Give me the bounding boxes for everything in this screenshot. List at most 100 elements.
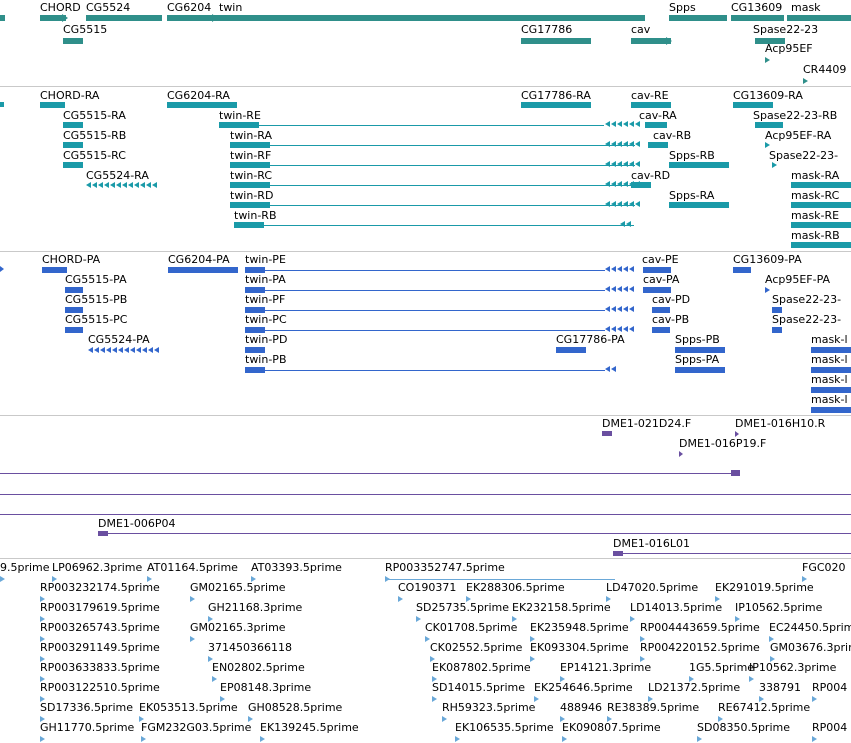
feature-bar[interactable] (643, 267, 671, 273)
feature-bar[interactable] (86, 15, 162, 21)
feature-label[interactable]: CHORD-RA (40, 89, 100, 102)
feature-label[interactable]: CK01708.5prime (425, 621, 518, 634)
feature-bar[interactable] (521, 38, 591, 44)
feature-bar[interactable] (245, 307, 265, 313)
feature-label[interactable]: Spps-PA (675, 353, 720, 366)
feature-bar[interactable] (669, 202, 729, 208)
feature-label[interactable]: CG13609 (731, 1, 783, 14)
feature-label[interactable]: mask-l (811, 333, 848, 346)
feature-label[interactable]: RP003291149.5prime (40, 641, 160, 654)
feature-label[interactable]: GM03676.3prime (770, 641, 851, 654)
feature-label[interactable]: Spps-RA (669, 189, 715, 202)
feature-label[interactable]: CG5515-PA (65, 273, 127, 286)
feature-label[interactable]: cav-PD (652, 293, 691, 306)
feature-label[interactable]: 1G5.5prime (689, 661, 755, 674)
feature-label[interactable]: RP003352747.5prime (385, 561, 505, 574)
feature-label[interactable]: RP004220152.5prime (640, 641, 760, 654)
feature-bar[interactable] (652, 307, 670, 313)
feature-bar[interactable] (245, 347, 265, 353)
feature-label[interactable]: CG5515-PB (65, 293, 128, 306)
feature-bar[interactable] (245, 367, 265, 373)
feature-label[interactable]: EP14121.3prime (560, 661, 652, 674)
feature-label[interactable]: mask-RB (791, 229, 840, 242)
feature-bar[interactable] (811, 407, 851, 413)
feature-label[interactable]: Acp95EF (765, 42, 813, 55)
feature-label[interactable]: GH21168.3prime (208, 601, 303, 614)
feature-bar[interactable] (791, 182, 851, 188)
feature-label[interactable]: EK254646.5prime (534, 681, 633, 694)
feature-label[interactable]: twin-RD (230, 189, 274, 202)
feature-label[interactable]: EC24450.5prime (769, 621, 851, 634)
feature-bar[interactable] (675, 347, 725, 353)
feature-bar[interactable] (245, 287, 265, 293)
feature-label[interactable]: RP003232174.5prime (40, 581, 160, 594)
feature-bar[interactable] (652, 327, 670, 333)
feature-label[interactable]: EK232158.5prime (512, 601, 611, 614)
feature-label[interactable]: cav-RE (631, 89, 669, 102)
feature-label[interactable]: FGC020 (802, 561, 846, 574)
feature-bar[interactable] (613, 551, 623, 556)
feature-label[interactable]: LP06962.3prime (52, 561, 143, 574)
feature-label[interactable]: mask-RE (791, 209, 840, 222)
feature-label[interactable]: CG6204-RA (167, 89, 230, 102)
feature-bar[interactable] (631, 102, 671, 108)
feature-label[interactable]: CG5524 (86, 1, 131, 14)
feature-label[interactable]: DME1-016H10.R (735, 417, 826, 430)
feature-bar[interactable] (811, 367, 851, 373)
feature-label[interactable]: 338791 (759, 681, 801, 694)
feature-label[interactable]: IP10562.5prime (735, 601, 823, 614)
feature-label[interactable]: EK093304.5prime (530, 641, 629, 654)
feature-label[interactable]: RP003179619.5prime (40, 601, 160, 614)
feature-bar[interactable] (669, 15, 727, 21)
feature-label[interactable]: 371450366118 (208, 641, 292, 654)
feature-label[interactable]: RE38389.5prime (607, 701, 700, 714)
feature-label[interactable]: GM02165.5prime (190, 581, 286, 594)
feature-label[interactable]: cav-RD (631, 169, 671, 182)
feature-label[interactable]: Spps (669, 1, 696, 14)
feature-label[interactable]: CHORD (40, 1, 81, 14)
feature-bar[interactable] (63, 38, 83, 44)
feature-label[interactable]: EP08148.3prime (220, 681, 312, 694)
feature-bar[interactable] (811, 387, 851, 393)
feature-label[interactable]: Spase22-23-RB (753, 109, 838, 122)
feature-label[interactable]: CK02552.5prime (430, 641, 523, 654)
feature-label[interactable]: CG6204 (167, 1, 212, 14)
feature-label[interactable]: Spps-PB (675, 333, 720, 346)
feature-bar[interactable] (648, 142, 668, 148)
feature-label[interactable]: mask (791, 1, 821, 14)
feature-bar[interactable] (521, 102, 591, 108)
feature-label[interactable]: Spase22-23 (753, 23, 819, 36)
feature-bar[interactable] (733, 102, 773, 108)
feature-bar[interactable] (631, 38, 671, 44)
feature-label[interactable]: LD21372.5prime (648, 681, 741, 694)
feature-label[interactable]: SD17336.5prime (40, 701, 133, 714)
feature-bar[interactable] (631, 182, 651, 188)
feature-label[interactable]: CG5515-RC (63, 149, 126, 162)
feature-label[interactable]: Spase22-23- (772, 293, 842, 306)
feature-label[interactable]: 9.5prime (0, 561, 50, 574)
feature-bar[interactable] (168, 267, 238, 273)
feature-label[interactable]: CG17786 (521, 23, 573, 36)
feature-label[interactable]: DME1-006P04 (98, 517, 176, 530)
feature-label[interactable]: mask-l (811, 393, 848, 406)
feature-label[interactable]: EK087802.5prime (432, 661, 531, 674)
feature-label[interactable]: AT01164.5prime (147, 561, 238, 574)
feature-bar[interactable] (772, 307, 782, 313)
feature-label[interactable]: Spase22-23- (772, 313, 842, 326)
feature-label[interactable]: CG5515-RB (63, 129, 127, 142)
feature-label[interactable]: SD08350.5prime (697, 721, 790, 734)
feature-label[interactable]: CG13609-RA (733, 89, 803, 102)
feature-bar[interactable] (0, 102, 4, 107)
feature-label[interactable]: cav-PA (643, 273, 680, 286)
feature-label[interactable]: RH59323.5prime (442, 701, 536, 714)
feature-label[interactable]: CG6204-PA (168, 253, 230, 266)
feature-bar[interactable] (755, 38, 785, 44)
feature-bar[interactable] (669, 162, 729, 168)
feature-label[interactable]: EK053513.5prime (139, 701, 238, 714)
feature-label[interactable]: CG5515 (63, 23, 108, 36)
feature-label[interactable]: RP004 (812, 681, 848, 694)
feature-bar[interactable] (755, 122, 783, 128)
feature-bar[interactable] (65, 307, 83, 313)
feature-label[interactable]: LD47020.5prime (606, 581, 699, 594)
feature-bar[interactable] (63, 142, 83, 148)
